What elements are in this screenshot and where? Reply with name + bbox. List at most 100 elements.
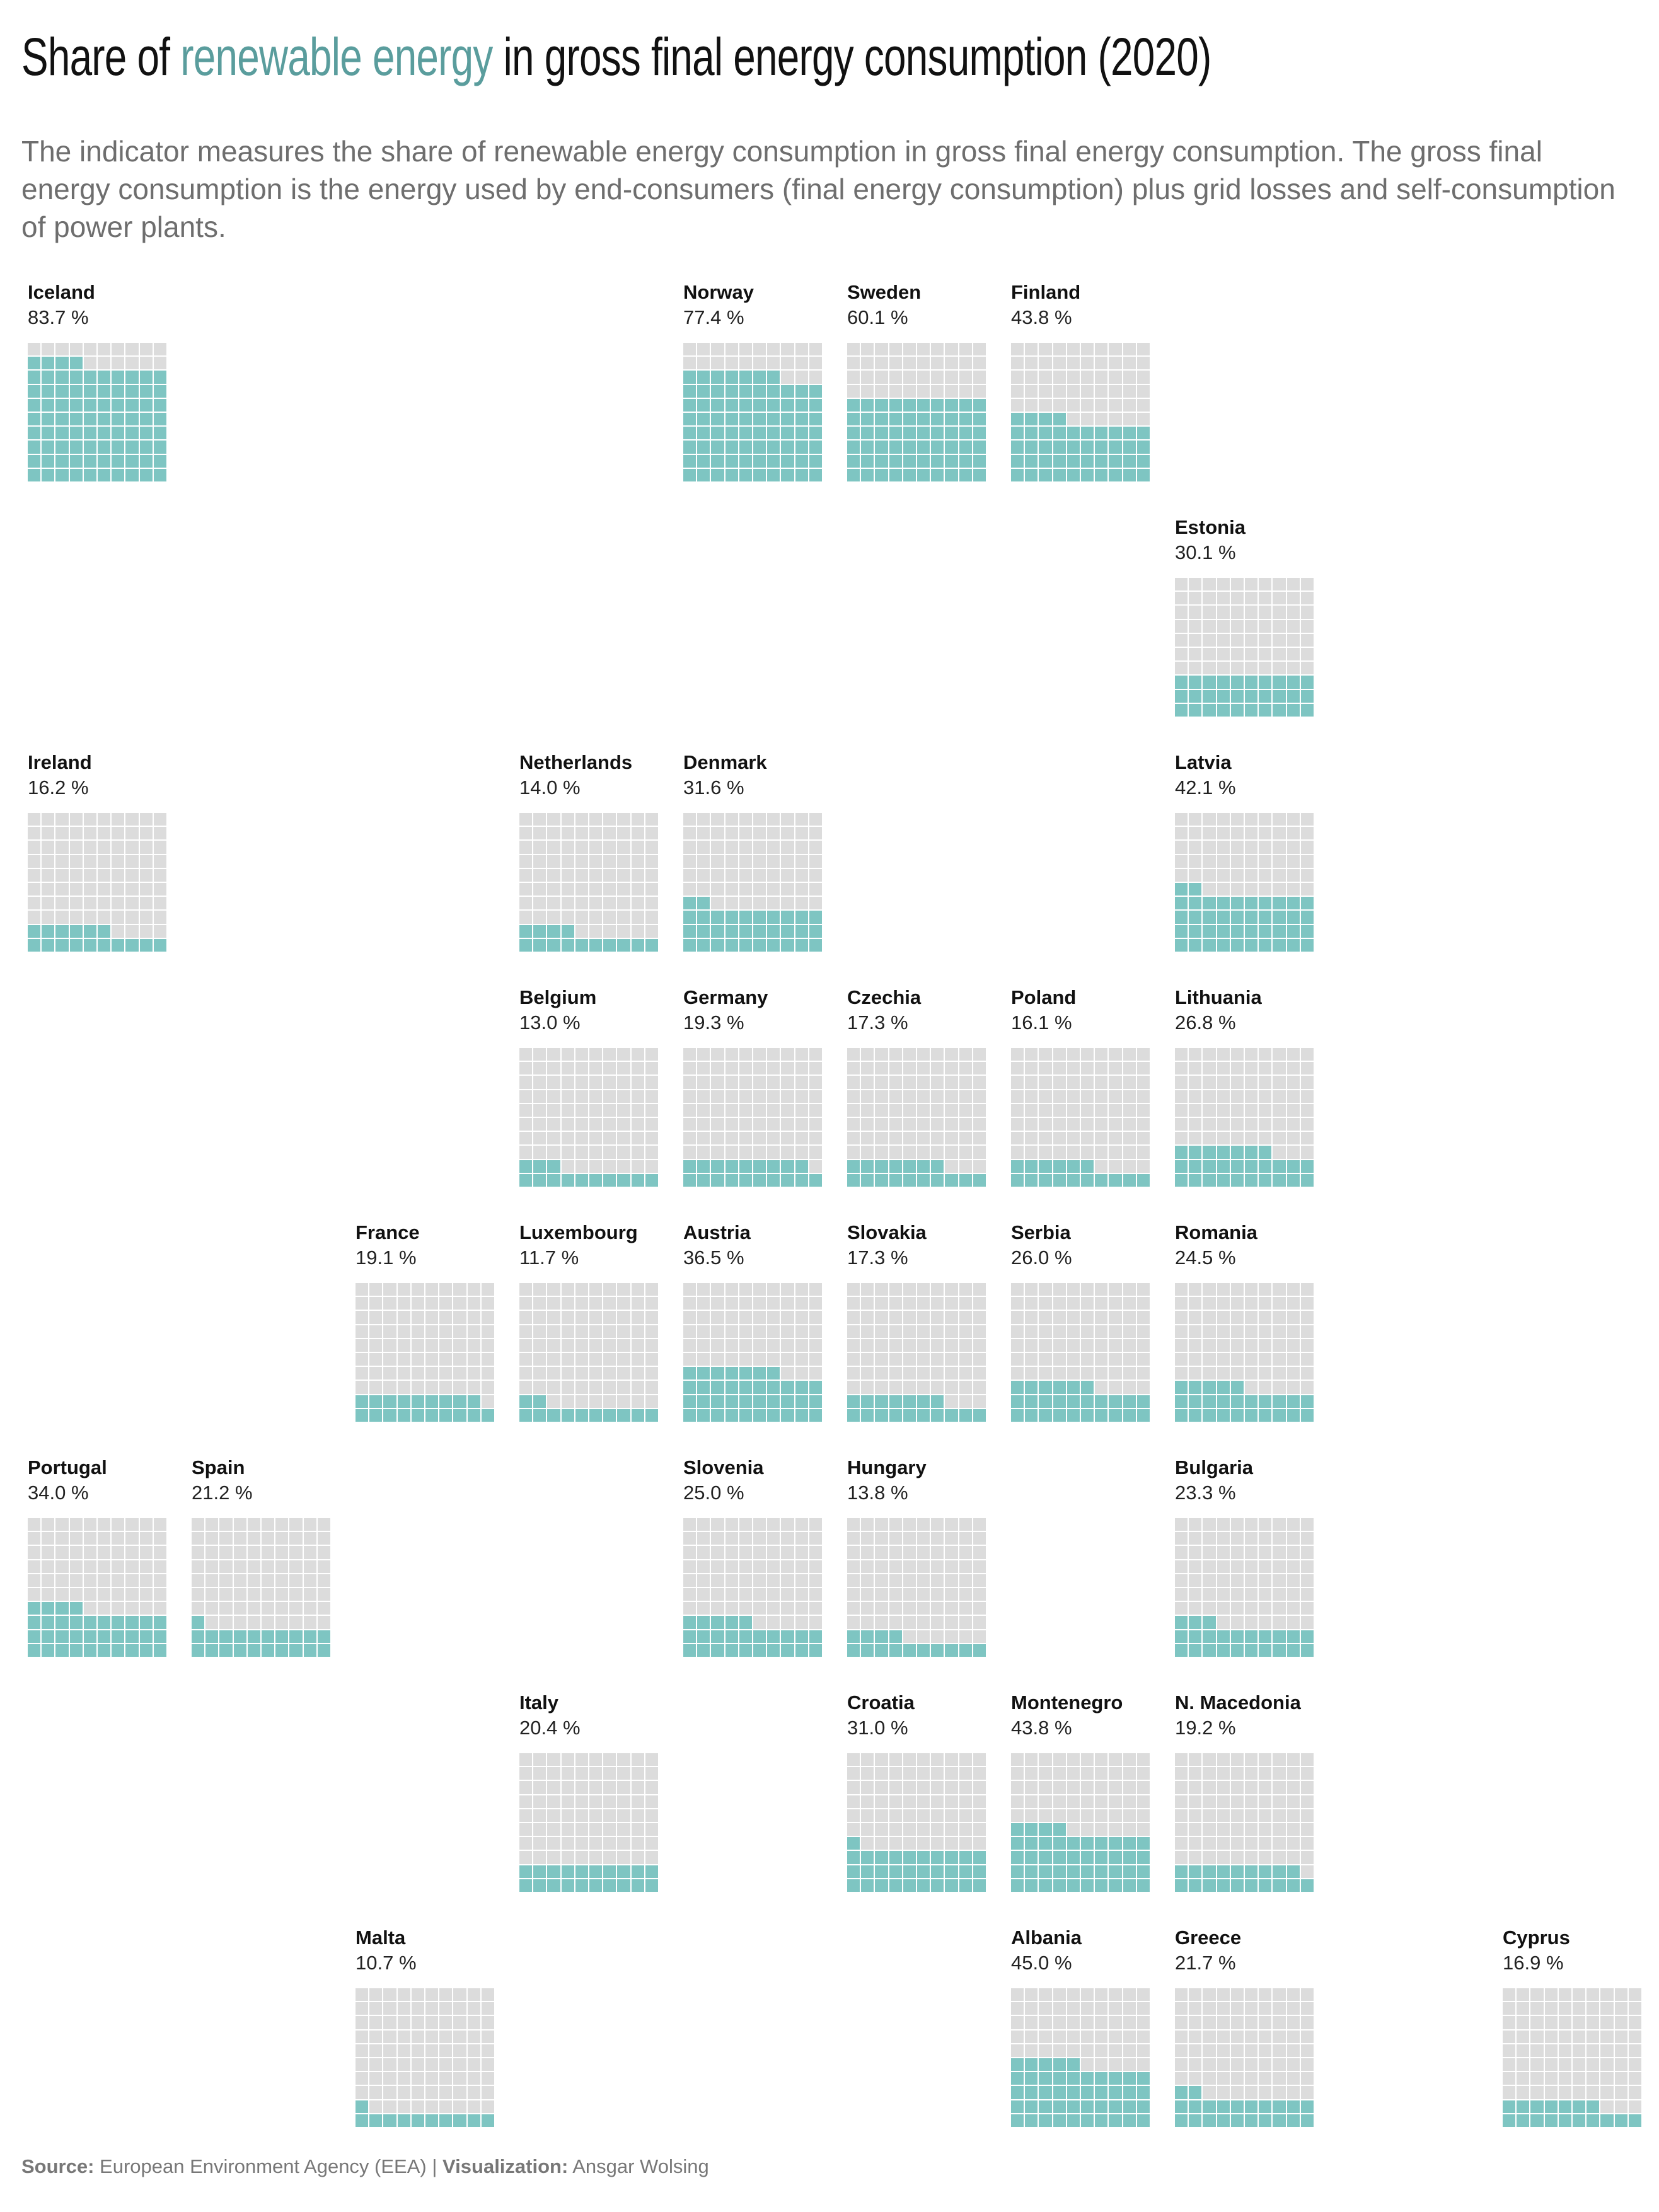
waffle-cell-empty — [973, 1753, 986, 1766]
waffle-cell-empty — [533, 897, 546, 910]
waffle-cell-filled — [1025, 1173, 1038, 1187]
waffle-cell-filled — [1259, 1160, 1272, 1173]
waffle-cell-empty — [697, 868, 710, 882]
waffle-cell-filled — [959, 427, 972, 440]
waffle-cell-empty — [1286, 813, 1300, 826]
waffle-cell-empty — [519, 1767, 533, 1780]
waffle-cell-filled — [725, 454, 738, 468]
waffle-cell-filled — [697, 441, 710, 454]
waffle-cell-empty — [917, 1325, 930, 1338]
waffle-cell-filled — [847, 1879, 860, 1892]
waffle-cell-empty — [917, 1518, 930, 1531]
waffle-cell-filled — [781, 1381, 794, 1394]
waffle-cell-filled — [753, 1367, 766, 1380]
waffle-cell-filled — [1217, 1879, 1230, 1892]
waffle-cell-empty — [69, 813, 83, 826]
waffle-cell-empty — [425, 1381, 439, 1394]
waffle-cell-filled — [1095, 441, 1108, 454]
waffle-cell-empty — [1011, 1781, 1024, 1794]
waffle-cell-filled — [1039, 441, 1052, 454]
waffle-cell-empty — [1217, 2086, 1230, 2099]
waffle-cell-filled — [795, 1408, 808, 1422]
waffle-cell-empty — [617, 1103, 630, 1117]
waffle-cell-empty — [425, 2086, 439, 2099]
waffle-cell-empty — [1217, 2030, 1230, 2043]
waffle-cell-empty — [631, 813, 644, 826]
waffle-grid — [1175, 1283, 1314, 1422]
waffle-cell-empty — [973, 1395, 986, 1408]
waffle-cell-filled — [1259, 911, 1272, 924]
waffle-cell-empty — [1259, 1297, 1272, 1310]
waffle-cell-empty — [903, 357, 916, 370]
waffle-cell-filled — [795, 413, 808, 426]
waffle-cell-empty — [861, 371, 874, 384]
waffle-cell-filled — [861, 1173, 874, 1187]
waffle-cell-empty — [439, 1353, 453, 1366]
waffle-cell-empty — [1259, 2002, 1272, 2015]
waffle-cell-empty — [973, 343, 986, 356]
waffle-cell-empty — [1203, 2002, 1216, 2015]
waffle-cell-empty — [356, 1353, 369, 1366]
waffle-cell-empty — [547, 841, 560, 854]
waffle-cell-empty — [959, 371, 972, 384]
waffle-cell-empty — [795, 1090, 808, 1103]
waffle-cell-empty — [1286, 2072, 1300, 2085]
waffle-cell-filled — [1203, 897, 1216, 910]
waffle-cell-empty — [1587, 2058, 1600, 2071]
waffle-cell-filled — [973, 1408, 986, 1422]
waffle-cell-empty — [1039, 1283, 1052, 1296]
waffle-cell-filled — [889, 398, 902, 412]
waffle-cell-empty — [683, 1311, 697, 1324]
waffle-cell-filled — [42, 468, 55, 481]
waffle-cell-empty — [1189, 1823, 1202, 1836]
waffle-cell-empty — [219, 1532, 233, 1545]
waffle-cell-empty — [1230, 2016, 1244, 2029]
waffle-cell-filled — [547, 1865, 560, 1878]
waffle-cell-empty — [1175, 1809, 1188, 1822]
waffle-cell-empty — [945, 1518, 958, 1531]
waffle-cell-empty — [1217, 1823, 1230, 1836]
waffle-cell-filled — [1025, 1381, 1038, 1394]
waffle-cell-empty — [945, 1781, 958, 1794]
waffle-cell-empty — [683, 1090, 697, 1103]
waffle-cell-filled — [1066, 1173, 1080, 1187]
waffle-cell-empty — [383, 2100, 396, 2113]
waffle-cell-empty — [356, 1325, 369, 1338]
waffle-cell-empty — [1025, 1048, 1038, 1061]
waffle-cell-empty — [192, 1602, 205, 1615]
waffle-cell-filled — [1175, 1408, 1188, 1422]
waffle-cell-empty — [425, 1283, 439, 1296]
waffle-cell-filled — [1245, 1865, 1258, 1878]
waffle-cell-empty — [931, 1146, 944, 1159]
waffle-cell-empty — [1109, 384, 1122, 398]
waffle-cell-empty — [1573, 2002, 1586, 2015]
waffle-cell-filled — [959, 1644, 972, 1657]
waffle-cell-empty — [1123, 1809, 1136, 1822]
waffle-cell-empty — [481, 2016, 494, 2029]
waffle-cell-filled — [847, 441, 860, 454]
waffle-cell-empty — [1109, 357, 1122, 370]
waffle-cell-empty — [383, 1988, 396, 2002]
waffle-cell-empty — [547, 868, 560, 882]
waffle-cell-filled — [1189, 1644, 1202, 1657]
waffle-cell-filled — [1217, 1630, 1230, 1643]
country-value: 16.1 % — [1011, 1011, 1072, 1034]
waffle-cell-empty — [1217, 1048, 1230, 1061]
waffle-cell-empty — [575, 1146, 588, 1159]
waffle-cell-filled — [1245, 1146, 1258, 1159]
waffle-cell-filled — [767, 371, 780, 384]
waffle-cell-empty — [617, 1851, 630, 1864]
waffle-cell-filled — [1109, 1865, 1122, 1878]
waffle-cell-empty — [112, 1560, 125, 1573]
waffle-cell-empty — [1230, 1103, 1244, 1117]
country-name: Slovenia — [683, 1456, 764, 1478]
waffle-cell-filled — [1081, 1879, 1094, 1892]
waffle-cell-empty — [1245, 1753, 1258, 1766]
waffle-cell-empty — [397, 1325, 410, 1338]
waffle-cell-filled — [28, 398, 41, 412]
waffle-cell-empty — [1503, 2030, 1516, 2043]
waffle-cell-empty — [603, 1823, 616, 1836]
waffle-cell-empty — [1136, 1283, 1150, 1296]
waffle-cell-empty — [369, 1283, 383, 1296]
waffle-cell-empty — [411, 1297, 424, 1310]
